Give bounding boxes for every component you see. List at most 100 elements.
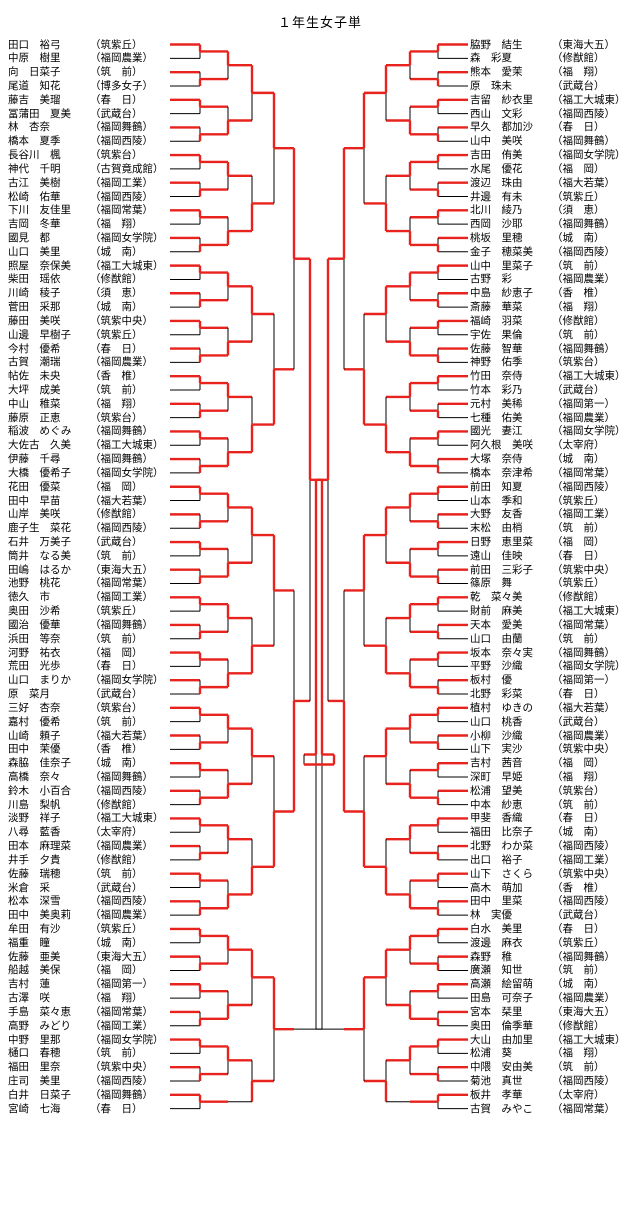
player-entry: 乾 菜々美 （修猷館） — [470, 590, 640, 604]
player-name: 甲斐 香織 — [470, 812, 523, 825]
player-name: 菅田 采那 — [8, 301, 61, 314]
player-entry: 植村 ゆきの （福大若葉） — [470, 701, 640, 715]
player-school: （福工大城東） — [552, 370, 626, 383]
player-name: 田中 茉優 — [8, 743, 61, 756]
player-entry: 船越 美保 （福 岡） — [8, 963, 180, 977]
player-entry: 財前 麻美 （福工大城東） — [470, 604, 640, 618]
player-entry: 山本 季和 （筑紫丘） — [470, 494, 640, 508]
player-name: 吉村 蓮 — [8, 978, 50, 991]
player-name: 平野 沙織 — [470, 660, 523, 673]
player-entry: 神野 佑季 （筑紫台） — [470, 355, 640, 369]
player-entry: 浜田 等奈 （筑 前） — [8, 632, 180, 646]
player-school: （筑紫丘） — [90, 328, 143, 341]
player-entry: 山口 由蘭 （筑 前） — [470, 632, 640, 646]
player-entry: 吉留 紗衣里 （福工大城東） — [470, 93, 640, 107]
player-name: 福重 瞳 — [8, 936, 50, 949]
player-name: 田口 裕弓 — [8, 38, 61, 51]
player-school: （福岡農業） — [552, 729, 615, 742]
player-school: （福岡女学院） — [90, 674, 164, 687]
player-entry: 篠原 舞 （筑紫丘） — [470, 576, 640, 590]
player-entry: 廣瀬 知世 （筑 前） — [470, 963, 640, 977]
player-school: （福岡農業） — [90, 840, 153, 853]
player-entry: 原 珠未 （武蔵台） — [470, 79, 640, 93]
player-school: （春 日） — [90, 93, 143, 106]
player-school: （武蔵台） — [90, 881, 143, 894]
player-entry: 前田 知夏 （福岡西陵） — [470, 480, 640, 494]
player-entry: 早久 都加沙 （春 日） — [470, 120, 640, 134]
player-entry: 佐藤 亜美 （東海大五） — [8, 950, 180, 964]
player-name: 西山 文彩 — [470, 107, 523, 120]
player-entry: 橋本 奈津希 （福岡常葉） — [470, 466, 640, 480]
player-entry: 佐藤 瑞穂 （筑 前） — [8, 867, 180, 881]
player-name: 松本 深雪 — [8, 895, 61, 908]
player-name: 松浦 葵 — [470, 1047, 512, 1060]
player-name: 川島 梨帆 — [8, 798, 61, 811]
player-school: （筑 前） — [90, 632, 143, 645]
player-entry: 山邊 早樹子 （筑紫丘） — [8, 328, 180, 342]
player-school: （春 日） — [552, 549, 605, 562]
player-entry: 大山 由加里 （福工大城東） — [470, 1033, 640, 1047]
player-entry: 古野 彩 （福岡農業） — [470, 272, 640, 286]
player-name: 古賀 潮瑞 — [8, 356, 61, 369]
player-entry: 向 日菜子 （筑 前） — [8, 65, 180, 79]
player-school: （福大若葉） — [552, 176, 615, 189]
player-school: （筑 前） — [552, 798, 605, 811]
player-name: 長谷川 楓 — [8, 149, 61, 162]
player-school: （福岡舞鶴） — [90, 453, 153, 466]
player-name: 古野 彩 — [470, 273, 512, 286]
player-entry: 松本 深雪 （福岡西陵） — [8, 894, 180, 908]
player-entry: 國治 優華 （福岡舞鶴） — [8, 618, 180, 632]
player-entry: 山中 里菜子 （筑 前） — [470, 259, 640, 273]
player-school: （古賀竟成館） — [90, 162, 164, 175]
player-entry: 山口 桃香 （武蔵台） — [470, 715, 640, 729]
player-name: 池野 桃花 — [8, 577, 61, 590]
player-school: （春 日） — [90, 1102, 143, 1115]
player-entry: 山口 美里 （城 南） — [8, 245, 180, 259]
player-name: 井邊 有未 — [470, 190, 523, 203]
player-school: （福 岡） — [552, 757, 605, 770]
player-name: 八尋 藍香 — [8, 826, 61, 839]
player-name: 藤吉 美瑠 — [8, 93, 61, 106]
player-school: （福大若葉） — [90, 729, 153, 742]
player-name: 板井 孝華 — [470, 1088, 523, 1101]
player-entry: 北野 わか菜 （福岡西陵） — [470, 839, 640, 853]
player-name: 浜田 等奈 — [8, 632, 61, 645]
player-entry: 國光 妻江 （福岡女学院） — [470, 424, 640, 438]
player-entry: 桃坂 里穂 （城 南） — [470, 231, 640, 245]
player-name: 林 杏奈 — [8, 121, 50, 134]
player-entry: 三好 杏奈 （筑紫台） — [8, 701, 180, 715]
player-entry: 田口 裕弓 （筑紫丘） — [8, 38, 180, 52]
player-school: （福岡舞鶴） — [552, 646, 615, 659]
player-name: 佐藤 智華 — [470, 342, 523, 355]
player-entry: 森 彩夏 （修猷館） — [470, 51, 640, 65]
player-name: 福田 里奈 — [8, 1061, 61, 1074]
player-school: （福岡常葉） — [90, 1005, 153, 1018]
player-name: 原 珠未 — [470, 79, 512, 92]
player-name: 深町 早姫 — [470, 770, 523, 783]
player-entry: 大野 友香 （福岡工業） — [470, 507, 640, 521]
player-school: （筑紫丘） — [552, 936, 605, 949]
player-entry: 末松 由梢 （筑 前） — [470, 521, 640, 535]
player-school: （筑 前） — [552, 632, 605, 645]
player-school: （福 翔） — [552, 770, 605, 783]
player-name: 竹田 奈侍 — [470, 370, 523, 383]
player-name: 林 実優 — [470, 909, 512, 922]
player-entry: 大塚 奈侍 （城 南） — [470, 452, 640, 466]
player-name: 筒井 なる美 — [8, 549, 71, 562]
player-school: （福岡農業） — [90, 356, 153, 369]
player-name: 高野 みどり — [8, 1019, 71, 1032]
player-name: 田本 麻理菜 — [8, 840, 71, 853]
player-school: （城 南） — [552, 978, 605, 991]
player-entry: 甲斐 香織 （春 日） — [470, 811, 640, 825]
player-entry: 林 杏奈 （福岡舞鶴） — [8, 120, 180, 134]
player-school: （博多女子） — [90, 79, 153, 92]
player-entry: 日野 恵里菜 （福 岡） — [470, 535, 640, 549]
player-entry: 福田 比奈子 （城 南） — [470, 825, 640, 839]
player-entry: 小柳 沙織 （福岡農業） — [470, 729, 640, 743]
player-school: （福岡常葉） — [90, 577, 153, 590]
player-entry: 深町 早姫 （福 翔） — [470, 770, 640, 784]
player-name: 奥田 倫季華 — [470, 1019, 533, 1032]
player-name: 森 彩夏 — [470, 52, 512, 65]
player-school: （筑 前） — [552, 328, 605, 341]
